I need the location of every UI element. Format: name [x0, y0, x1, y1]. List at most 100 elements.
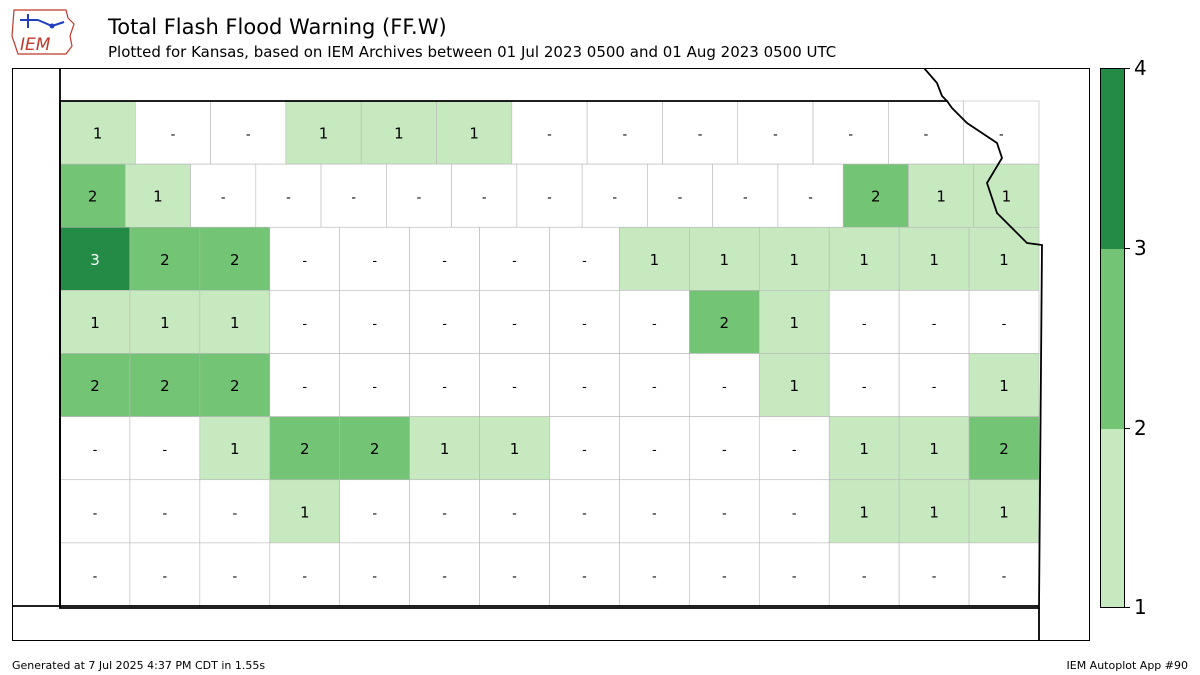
county-count-label: - — [302, 569, 307, 584]
county-count-label: - — [171, 128, 176, 143]
county-count-label: - — [372, 380, 377, 395]
county-cell — [199, 542, 271, 607]
county-count-label: - — [582, 254, 587, 269]
county-count-label: - — [678, 191, 683, 206]
county-count-label: - — [722, 443, 727, 458]
iem-logo: IEM — [8, 6, 80, 60]
colorbar-tick — [1125, 607, 1130, 608]
county-cell — [190, 163, 257, 228]
county-count-label: 1 — [300, 503, 310, 521]
county-count-label: 2 — [720, 314, 730, 332]
county-cell — [59, 163, 126, 228]
county-cell — [59, 416, 131, 481]
county-count-label: - — [932, 569, 937, 584]
county-cell — [129, 353, 201, 417]
county-count-label: - — [246, 128, 251, 143]
county-count-label: - — [1002, 317, 1007, 332]
colorbar-segment-3-4 — [1101, 69, 1124, 249]
county-count-label: 1 — [789, 314, 799, 332]
county-cell — [59, 100, 136, 165]
kansas-county-map: 1 - - 1 1 1 - - - - - - - 2 1 - - - - - - - - - - 2 1 1 3 2 2 - - - - - 1 1 1 1… — [12, 67, 1090, 641]
county-cell — [479, 226, 550, 291]
county-cell — [516, 163, 583, 228]
county-count-label: - — [512, 380, 517, 395]
county-count-label: 1 — [160, 314, 170, 332]
county-cell — [689, 226, 760, 291]
county-cell — [968, 290, 1040, 354]
county-cell — [888, 100, 964, 165]
county-cell — [898, 542, 970, 607]
county-cell — [479, 542, 550, 607]
colorbar-segment-2-3 — [1101, 249, 1124, 429]
county-count-label: 1 — [999, 251, 1009, 269]
county-cell — [129, 290, 201, 354]
county-cell — [285, 100, 362, 165]
county-count-label: - — [286, 191, 291, 206]
county-count-label: - — [582, 380, 587, 395]
county-count-label: - — [652, 569, 657, 584]
county-count-label: 1 — [153, 188, 163, 206]
county-count-label: - — [372, 254, 377, 269]
county-count-label: 2 — [160, 251, 170, 269]
county-cell — [662, 100, 739, 165]
county-cell — [255, 163, 322, 228]
county-count-label: 3 — [90, 251, 100, 269]
county-cell — [828, 290, 900, 354]
colorbar-label-2: 2 — [1134, 416, 1147, 440]
county-cell — [712, 163, 779, 228]
county-cell — [549, 542, 620, 607]
county-count-label: 1 — [789, 251, 799, 269]
county-count-label: - — [302, 254, 307, 269]
county-cell — [479, 416, 550, 481]
county-cell — [199, 479, 271, 544]
county-count-label: - — [582, 506, 587, 521]
county-count-label: - — [582, 569, 587, 584]
county-count-label: - — [482, 191, 487, 206]
county-count-label: 2 — [300, 440, 310, 458]
county-count-label: 1 — [394, 125, 404, 143]
county-count-label: 1 — [1002, 188, 1012, 206]
county-count-label: - — [862, 317, 867, 332]
county-count-label: - — [932, 380, 937, 395]
county-count-label: 1 — [929, 440, 939, 458]
county-count-label: 1 — [859, 251, 869, 269]
county-count-label: - — [417, 191, 422, 206]
county-cell — [386, 163, 452, 228]
county-count-label: 1 — [999, 503, 1009, 521]
county-cell — [339, 353, 410, 417]
county-cell — [269, 542, 341, 607]
county-cell — [898, 226, 970, 291]
county-cell — [479, 290, 550, 354]
colorbar-tick — [1125, 68, 1130, 69]
county-count-label: - — [302, 380, 307, 395]
county-count-label: - — [442, 569, 447, 584]
county-count-label: - — [722, 569, 727, 584]
county-count-label: 1 — [469, 125, 479, 143]
county-count-label: 1 — [929, 503, 939, 521]
county-count-label: - — [612, 191, 617, 206]
county-cell — [360, 100, 437, 165]
county-cell — [409, 290, 480, 354]
county-count-label: - — [652, 443, 657, 458]
county-count-label: - — [862, 569, 867, 584]
county-cell — [129, 226, 201, 291]
county-cell — [479, 353, 550, 417]
county-count-label: - — [848, 128, 853, 143]
county-cell — [549, 226, 620, 291]
county-cell — [842, 163, 909, 228]
county-count-label: - — [232, 506, 237, 521]
county-cell — [828, 479, 900, 544]
county-count-label: 1 — [789, 377, 799, 395]
county-cell — [812, 100, 889, 165]
colorbar-tick — [1125, 428, 1130, 429]
county-count-label: 1 — [90, 314, 100, 332]
county-count-label: - — [512, 317, 517, 332]
county-cell — [898, 290, 970, 354]
county-count-label: - — [862, 380, 867, 395]
state-border-mo-river — [923, 67, 948, 102]
county-count-label: - — [743, 191, 748, 206]
colorbar-label-4: 4 — [1134, 56, 1147, 80]
county-count-label: - — [622, 128, 627, 143]
county-cell — [968, 479, 1040, 544]
county-count-label: - — [442, 506, 447, 521]
